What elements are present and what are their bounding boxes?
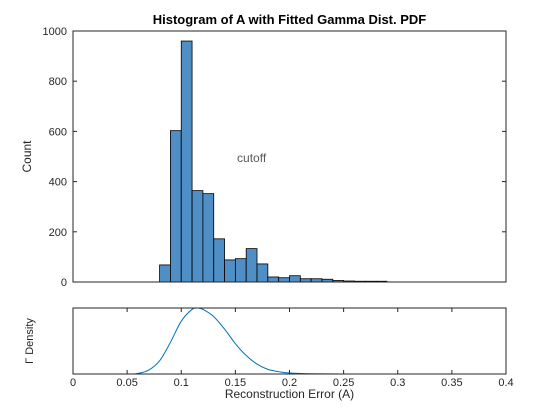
x-tick-label: 0.3 [390, 377, 405, 389]
x-axis-label: Reconstruction Error (A) [225, 387, 354, 401]
x-tick-label: 0.15 [225, 377, 246, 389]
x-tick-label: 0.1 [174, 377, 189, 389]
chart-title: Histogram of A with Fitted Gamma Dist. P… [153, 12, 427, 27]
annotation-cutoff: cutoff [237, 151, 267, 165]
histogram-bar [234, 258, 247, 283]
y-tick-label: 800 [49, 76, 67, 88]
density-axes: 0 0.05 0.1 0.15 0.2 0.25 0.3 0.35 0.4 Reconstruc… [24, 307, 514, 401]
histogram-bar [180, 40, 193, 283]
histogram-bar [159, 264, 171, 283]
y-tick-label: 400 [49, 177, 67, 189]
histogram-axes: 0 200 400 600 800 1000 Histogram of A with Fi… [20, 12, 507, 289]
histogram-bar [191, 190, 204, 283]
x-tick-label: 0.35 [441, 377, 462, 389]
histogram-bar [213, 238, 225, 283]
density-x-ticks: 0 0.05 0.1 0.15 0.2 0.25 0.3 0.35 0.4 [70, 308, 514, 389]
density-plot-area [73, 308, 506, 374]
x-tick-label: 0.2 [282, 377, 297, 389]
histogram-bar [202, 193, 215, 283]
y-tick-label: 600 [49, 126, 67, 138]
histogram-bar [170, 130, 182, 283]
x-tick-label: 0 [70, 377, 76, 389]
x-tick-label: 0.4 [498, 377, 513, 389]
histogram-bar [256, 263, 269, 283]
y-tick-label: 0 [61, 277, 67, 289]
x-tick-label: 0.05 [116, 377, 137, 389]
histogram-bar [245, 248, 258, 283]
histogram-bar [224, 259, 236, 283]
histogram-bar [289, 275, 301, 283]
x-tick-label: 0.25 [333, 377, 354, 389]
y-tick-label: 1000 [43, 26, 67, 38]
histogram-bar [278, 277, 290, 283]
y-tick-label: 200 [49, 227, 67, 239]
histogram-plot-area [73, 31, 506, 282]
y-axis-label-density: Γ Density [24, 318, 36, 364]
y-axis-label-count: Count [20, 140, 34, 173]
histogram-bar [267, 276, 280, 283]
histogram-bars [159, 40, 388, 283]
histogram-y-ticks: 0 200 400 600 800 1000 [43, 26, 506, 289]
